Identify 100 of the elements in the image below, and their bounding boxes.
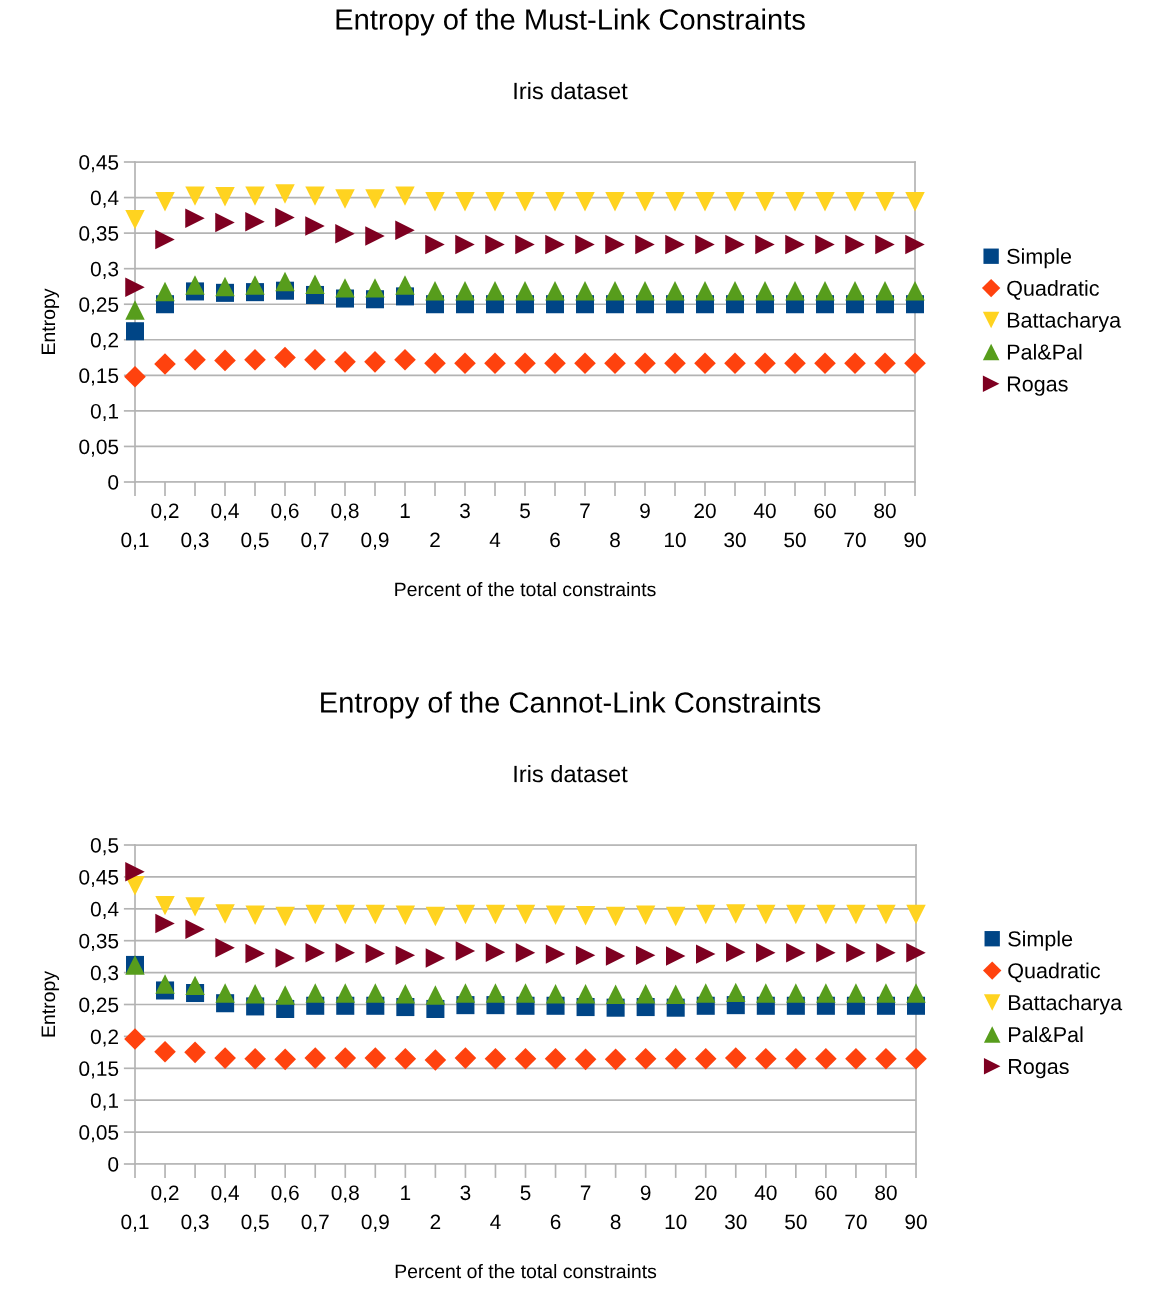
point <box>515 983 536 1003</box>
point <box>305 983 325 1003</box>
point <box>245 212 265 232</box>
point <box>785 1047 807 1070</box>
point <box>425 906 446 927</box>
point <box>305 943 325 963</box>
point <box>215 983 235 1003</box>
point <box>906 943 926 963</box>
point <box>756 904 776 925</box>
x-tick-label: 4 <box>489 532 501 548</box>
x-tick-label: 10 <box>665 532 686 548</box>
point <box>846 943 866 963</box>
x-axis-title: Percent of the total constraints <box>395 581 656 597</box>
x-tick-label: 60 <box>815 1185 837 1201</box>
point <box>816 904 836 925</box>
point <box>816 943 836 963</box>
point <box>875 1047 897 1070</box>
point <box>876 983 896 1003</box>
point <box>485 192 505 212</box>
x-tick-label: 0,6 <box>271 1185 299 1203</box>
point <box>726 904 746 924</box>
point <box>275 207 295 228</box>
point <box>845 280 865 301</box>
point <box>215 276 235 297</box>
point <box>845 234 865 255</box>
legend-label: Rogas <box>1009 1059 1069 1079</box>
point <box>275 985 295 1005</box>
point <box>665 280 685 301</box>
point <box>365 278 385 298</box>
point <box>514 1047 537 1070</box>
chart-title: Entropy of the Must-Link Constraints <box>336 8 805 36</box>
point <box>365 943 386 964</box>
y-tick-label: 0,35 <box>79 226 119 244</box>
point <box>425 280 445 301</box>
point <box>154 353 176 375</box>
x-tick-label: 30 <box>724 1214 747 1230</box>
point <box>785 192 805 212</box>
point <box>245 943 265 964</box>
point <box>335 278 355 298</box>
point <box>455 941 476 961</box>
point <box>874 352 896 375</box>
legend-label: Simple <box>1007 248 1072 269</box>
point <box>665 946 686 966</box>
x-axis-title: Percent of the total constraints <box>395 1263 657 1279</box>
point <box>635 945 656 966</box>
point <box>905 192 925 212</box>
y-axis-title: Entropy <box>41 288 60 354</box>
point <box>575 983 596 1004</box>
x-tick-label: 8 <box>610 532 620 548</box>
point <box>275 948 295 968</box>
point <box>755 234 775 255</box>
x-tick-label: 6 <box>550 1214 561 1230</box>
point <box>694 1047 717 1070</box>
x-tick-label: 6 <box>550 532 560 548</box>
point <box>214 1047 236 1069</box>
point <box>906 983 926 1003</box>
point <box>485 983 506 1003</box>
point <box>875 234 895 255</box>
point <box>245 983 265 1004</box>
point <box>575 906 596 926</box>
point <box>665 984 686 1005</box>
y-tick-label: 0,2 <box>90 1029 118 1047</box>
y-tick-label: 0,3 <box>90 261 119 279</box>
point <box>484 352 506 375</box>
point <box>605 946 626 966</box>
point <box>124 365 146 388</box>
point <box>844 352 866 375</box>
point <box>724 352 746 375</box>
point <box>185 975 205 996</box>
legend-label: Simple <box>1008 930 1073 951</box>
point <box>455 904 476 925</box>
point <box>664 1047 687 1070</box>
point <box>695 280 715 301</box>
point <box>755 280 775 301</box>
x-tick-label: 0,5 <box>241 1214 269 1232</box>
point <box>545 944 566 964</box>
point <box>515 904 536 925</box>
point <box>815 192 835 212</box>
y-tick-label: 0,05 <box>79 439 119 457</box>
point <box>395 905 416 925</box>
point <box>605 280 625 301</box>
point <box>484 1047 507 1070</box>
y-tick-label: 0 <box>108 1157 119 1172</box>
legend-label: Pal&Pal <box>1009 1026 1083 1043</box>
point <box>876 943 896 963</box>
y-tick-label: 0,45 <box>79 869 119 888</box>
x-tick-label: 0,8 <box>331 1185 359 1203</box>
point <box>754 352 776 375</box>
point <box>725 234 745 255</box>
x-tick-label: 70 <box>845 1214 867 1230</box>
point <box>364 351 386 373</box>
point <box>185 208 205 228</box>
point <box>184 348 206 371</box>
point <box>485 234 505 255</box>
point <box>786 983 806 1003</box>
point <box>605 192 625 212</box>
point <box>365 904 386 925</box>
point <box>335 904 355 925</box>
x-tick-label: 5 <box>520 1185 531 1201</box>
point <box>696 904 716 925</box>
